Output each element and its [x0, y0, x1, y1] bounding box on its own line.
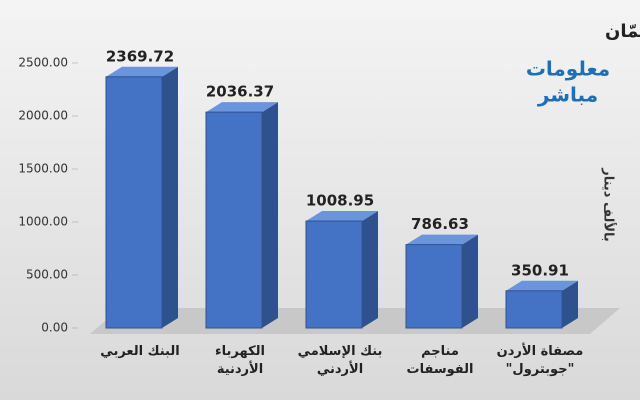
bar-top [406, 234, 478, 245]
x-tick-label: الكهرباء الأردنية [215, 344, 265, 377]
y-tick-label: 0.00 [41, 321, 68, 335]
y-tick-label: 2500.00 [18, 56, 68, 70]
y-tick-label: 1000.00 [18, 215, 68, 229]
logo-text: معلومات [526, 57, 610, 81]
bar-side [162, 66, 178, 328]
bar-top [506, 280, 578, 291]
bar [105, 76, 163, 329]
value-label: 350.91 [511, 261, 569, 279]
value-label: 786.63 [411, 215, 469, 233]
bar-top [106, 66, 178, 77]
y-tick-label: 1500.00 [18, 162, 68, 176]
bar [405, 244, 463, 329]
value-label: 1008.95 [306, 192, 374, 210]
bar-top [306, 211, 378, 222]
bar [305, 220, 363, 329]
bar [505, 290, 563, 329]
y-axis-label: بالألف دينار [601, 167, 618, 242]
x-tick-label: مناجم الفوسفات [406, 344, 474, 377]
x-tick-label: بنك الإسلامي الأردني [297, 344, 383, 377]
value-label: 2369.72 [106, 47, 174, 65]
chart-title: أنشط 5 أسهم قيمةً ببورصة عمّان [605, 19, 640, 42]
bar-side [362, 211, 378, 328]
bar [205, 111, 263, 329]
bar-side [262, 102, 278, 329]
bar-side [562, 280, 578, 328]
logo-text: مباشر [537, 83, 598, 107]
y-tick-label: 500.00 [26, 268, 68, 282]
value-label: 2036.37 [206, 83, 274, 101]
bar-top [206, 102, 278, 113]
bar-side [462, 234, 478, 328]
y-tick-label: 2000.00 [18, 109, 68, 123]
x-tick-label: مصفاة الأردن "جوبترول" [496, 344, 584, 377]
x-tick-label: البنك العربي [100, 344, 180, 359]
